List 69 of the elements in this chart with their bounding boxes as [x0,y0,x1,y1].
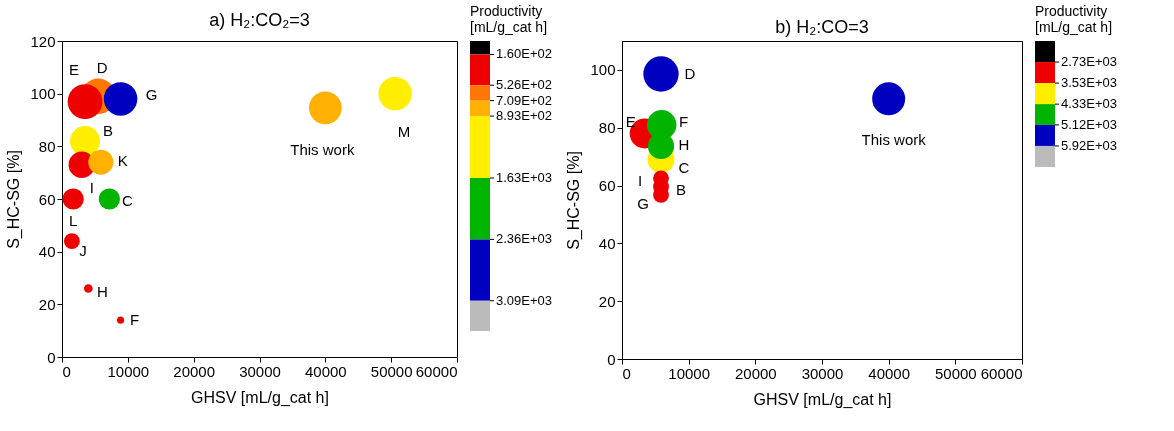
color-bar-label: 5.92E+03 [1061,137,1118,153]
color-bar-label: 5.12E+03 [1061,116,1118,132]
color-bar-title: Productivity [mL/g_cat h] [470,3,548,35]
x-tick-label: 10000 [107,362,150,380]
annotation: B [103,122,114,140]
y-tick-label: 40 [38,243,56,261]
annotation: F [130,311,140,329]
color-bar-label: 3.09E+03 [496,292,553,308]
annotation: E [69,60,80,78]
x-tick-label: 60000 [980,364,1023,382]
y-tick-label: 80 [38,137,56,155]
color-bar-label: 2.36E+03 [496,231,553,247]
y-axis-title: S_HC-SG [%] [5,150,24,249]
x-tick-label: 60000 [415,362,458,380]
chart-title: a) H₂:CO₂=3 [209,10,310,30]
annotation: I [89,178,94,196]
chart-title: b) H₂:CO=3 [775,17,869,37]
y-tick-label: 0 [607,350,616,368]
x-tick-label: 10000 [668,364,711,382]
annotation: E [625,112,636,130]
y-tick-label: 40 [598,234,616,252]
color-bar-label: 2.73E+03 [1061,54,1118,70]
x-tick-label: 20000 [173,362,216,380]
x-tick-label: 0 [622,364,631,382]
annotation: H [96,282,108,300]
x-tick-label: 20000 [734,364,777,382]
annotation: H [678,135,690,153]
color-bar-label: 1.60E+02 [496,46,553,62]
annotation: G [145,85,158,103]
color-bar-label: 4.33E+03 [1061,96,1118,112]
y-tick-label: 80 [598,119,616,137]
annotation: C [678,158,690,176]
y-tick-label: 20 [598,292,616,310]
x-axis-title: GHSV [mL/g_cat h] [191,388,329,407]
annotation: L [69,212,78,229]
color-bar-label: 3.53E+03 [1061,75,1118,91]
y-tick-label: 120 [30,32,56,50]
y-axis-title: S_HC-SG [%] [565,151,584,250]
annotation: I [637,172,643,190]
annotation: This work [290,140,355,158]
annotation: K [117,152,128,170]
annotation: M [397,122,411,140]
y-tick-label: 0 [47,348,56,366]
x-tick-label: 50000 [934,364,977,382]
x-tick-label: 0 [62,362,71,380]
y-tick-label: 60 [598,177,616,195]
color-bar-label: 5.26E+02 [496,77,553,93]
color-bar-label: 1.63E+03 [496,170,553,186]
x-tick-label: 40000 [868,364,911,382]
annotation: J [79,242,87,260]
x-axis-title: GHSV [mL/g_cat h] [753,390,892,409]
annotation: C [121,192,133,209]
color-bar-label: 7.09E+02 [496,92,553,108]
y-tick-label: 100 [30,85,56,103]
annotation: This work [861,130,927,148]
annotation: D [684,64,696,82]
x-tick-label: 30000 [801,364,844,382]
annotation: F [679,112,689,130]
annotation: B [675,180,687,198]
annotation: G [637,194,649,212]
x-tick-label: 50000 [370,362,413,380]
x-tick-label: 30000 [239,362,281,380]
color-bar-label: 8.93E+02 [496,108,553,124]
y-tick-label: 100 [590,61,616,79]
annotation: D [96,59,108,77]
color-bar-title: Productivity [mL/g_cat h] [1035,3,1113,35]
x-tick-label: 40000 [304,362,347,380]
y-tick-label: 20 [38,295,56,313]
y-tick-label: 60 [38,190,56,208]
